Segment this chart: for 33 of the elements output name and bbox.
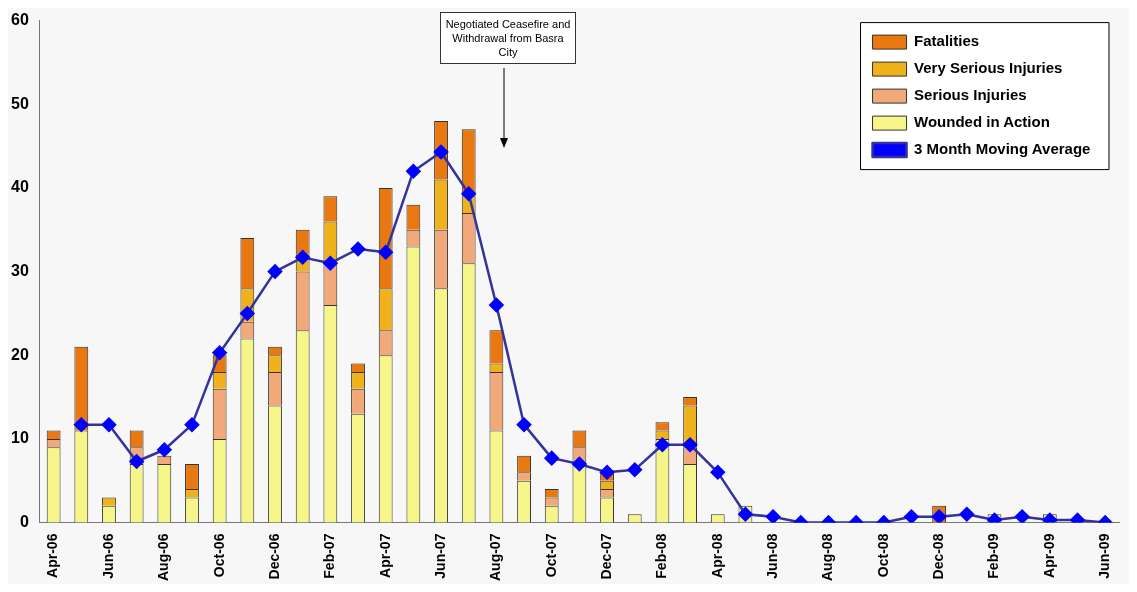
x-tick-label: Feb-09 xyxy=(985,533,1002,579)
x-tick-label: Oct-06 xyxy=(210,533,227,578)
x-tick-label: Feb-08 xyxy=(653,533,670,579)
y-tick-label: 20 xyxy=(11,345,29,363)
legend-label: Very Serious Injuries xyxy=(914,59,1063,77)
x-tick-label: Apr-06 xyxy=(44,533,61,578)
x-tick-label: Dec-06 xyxy=(265,533,282,580)
x-tick-label: Dec-07 xyxy=(597,533,614,580)
x-tick-label: Jun-08 xyxy=(763,533,780,579)
x-tick-label: Aug-08 xyxy=(819,533,836,581)
x-tick-label: Jun-09 xyxy=(1096,533,1113,579)
x-tick-label: Oct-08 xyxy=(874,533,891,578)
x-tick-label: Apr-07 xyxy=(376,533,393,578)
x-tick-label: Jun-07 xyxy=(431,533,448,579)
x-tick-label: Aug-06 xyxy=(155,533,172,581)
y-tick-label: 10 xyxy=(11,429,29,447)
legend-label: Fatalities xyxy=(914,32,980,50)
y-tick-label: 40 xyxy=(11,178,29,196)
x-tick-label: Apr-09 xyxy=(1040,533,1057,578)
x-tick-label: Apr-08 xyxy=(708,533,725,578)
x-tick-label: Feb-07 xyxy=(321,533,338,579)
x-tick-label: Oct-07 xyxy=(542,533,559,578)
legend-label: Serious Injuries xyxy=(914,86,1027,104)
x-tick-label: Dec-08 xyxy=(929,533,946,580)
y-tick-label: 0 xyxy=(19,512,29,530)
x-tick-label: Aug-07 xyxy=(487,533,504,581)
y-tick-label: 50 xyxy=(11,94,29,112)
x-tick-label: Jun-06 xyxy=(99,533,116,579)
y-tick-label: 60 xyxy=(11,11,29,29)
annotation: Negotiated Ceasefire and Withdrawal from Basra City xyxy=(440,12,576,64)
y-tick-label: 30 xyxy=(11,261,29,279)
legend-label: 3 Month Moving Average xyxy=(914,140,1091,158)
legend-label: Wounded in Action xyxy=(914,113,1050,131)
